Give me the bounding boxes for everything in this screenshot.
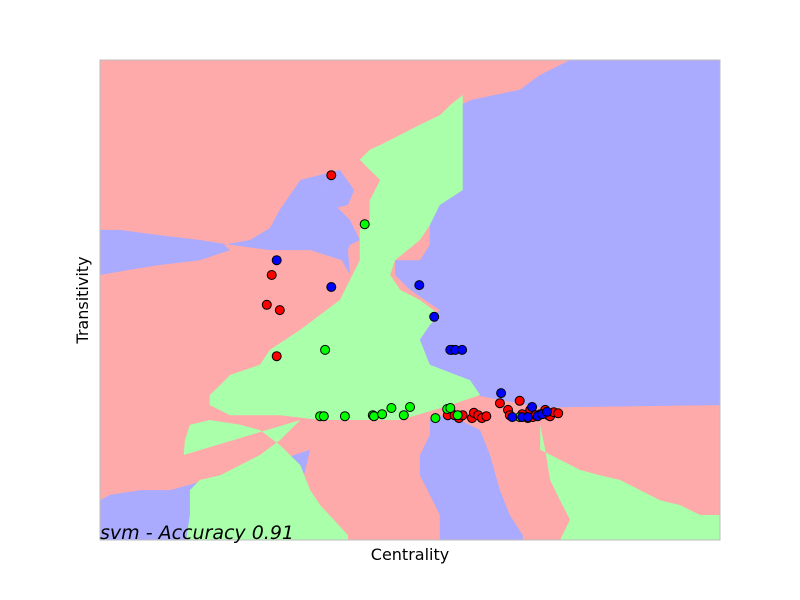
data-point-series2-8 <box>507 412 518 423</box>
data-point-series2-2 <box>414 280 425 291</box>
data-point-series1-15 <box>452 410 463 421</box>
data-point-series2-10 <box>522 412 533 423</box>
data-point-series1-3 <box>318 411 329 422</box>
data-point-series0-3 <box>274 305 285 316</box>
data-point-series0-1 <box>266 270 277 280</box>
decision-region-blue-3 <box>100 229 231 275</box>
decision-region-blue-2 <box>100 180 360 251</box>
data-point-series2-11 <box>527 402 538 412</box>
plot-frame <box>99 59 721 541</box>
decision-region-green-7 <box>183 420 348 540</box>
data-point-series1-10 <box>405 402 415 412</box>
decision-region-blue-0 <box>395 60 720 408</box>
x-axis-label: Centrality <box>371 545 449 564</box>
data-point-series0-18 <box>514 395 525 406</box>
data-point-series2-14 <box>542 406 552 417</box>
data-point-series1-7 <box>377 409 388 420</box>
data-point-series2-7 <box>496 388 507 399</box>
data-point-series0-14 <box>481 411 492 422</box>
data-point-series0-0 <box>326 170 337 181</box>
y-axis-label: Transitivity <box>73 256 92 344</box>
data-point-series1-9 <box>398 410 409 421</box>
data-point-series1-4 <box>339 411 350 422</box>
decision-region-green-6 <box>209 95 481 420</box>
data-points <box>261 170 564 424</box>
decision-region-green-8 <box>540 424 720 540</box>
data-point-series1-1 <box>320 344 331 355</box>
data-point-series0-2 <box>261 299 272 310</box>
data-point-series1-14 <box>445 403 456 413</box>
data-point-series0-4 <box>271 351 282 362</box>
accuracy-annotation: svm - Accuracy 0.91 <box>100 522 294 544</box>
data-point-series0-15 <box>494 398 505 409</box>
data-point-series1-6 <box>369 411 379 422</box>
data-point-series2-0 <box>271 255 282 266</box>
data-point-series1-0 <box>359 219 370 230</box>
data-point-series0-29 <box>553 408 564 419</box>
decision-region-blue-5 <box>419 415 523 540</box>
data-point-series1-11 <box>430 413 441 424</box>
data-point-series2-1 <box>326 282 337 292</box>
decision-regions <box>100 60 720 540</box>
data-point-series1-8 <box>386 403 397 413</box>
plot-area <box>99 59 721 541</box>
data-point-series2-6 <box>457 344 468 355</box>
data-point-series2-3 <box>429 311 440 322</box>
